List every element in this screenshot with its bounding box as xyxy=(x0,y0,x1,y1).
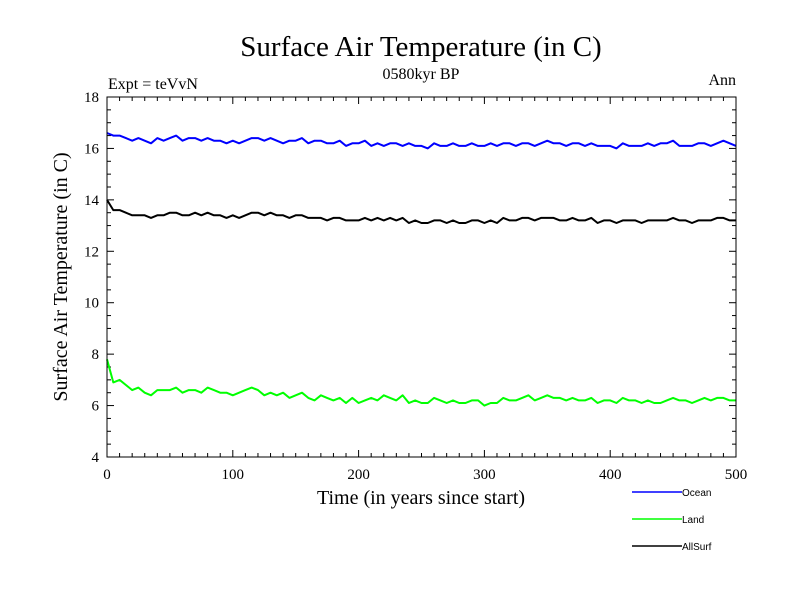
legend-label-land: Land xyxy=(682,515,704,526)
experiment-label: Expt = teVvN xyxy=(108,76,198,93)
legend-label-ocean: Ocean xyxy=(682,488,711,499)
y-tick-label: 14 xyxy=(84,193,100,209)
series-line-ocean xyxy=(106,132,737,150)
x-tick-label: 500 xyxy=(725,467,748,483)
y-axis-label: Surface Air Temperature (in C) xyxy=(50,152,72,401)
legend-label-allsurf: AllSurf xyxy=(682,542,712,553)
tick-labels: 0 100 200 300 400 500 4 6 8 10 12 14 16 18 xyxy=(84,90,747,483)
minor-ticks xyxy=(107,97,736,457)
y-tick-label: 18 xyxy=(84,90,99,106)
x-tick-label: 100 xyxy=(222,467,245,483)
legend: Ocean Land AllSurf xyxy=(632,488,712,553)
x-tick-label: 0 xyxy=(103,467,111,483)
series-line-allsurf xyxy=(106,199,736,224)
y-tick-label: 6 xyxy=(92,399,100,415)
y-tick-label: 12 xyxy=(84,244,99,260)
chart-title: Surface Air Temperature (in C) xyxy=(240,31,601,63)
x-tick-label: 400 xyxy=(599,467,622,483)
season-label: Ann xyxy=(708,72,736,89)
y-tick-label: 16 xyxy=(84,141,100,157)
x-axis-label: Time (in years since start) xyxy=(317,487,525,509)
plot-frame xyxy=(106,96,737,458)
x-tick-label: 200 xyxy=(347,467,370,483)
series-lines xyxy=(106,132,737,407)
y-tick-label: 10 xyxy=(84,296,99,312)
x-tick-label: 300 xyxy=(473,467,496,483)
y-tick-label: 4 xyxy=(92,450,100,466)
y-tick-label: 8 xyxy=(92,347,100,363)
chart-subtitle: 0580kyr BP xyxy=(383,66,460,83)
series-line-land xyxy=(106,359,736,407)
